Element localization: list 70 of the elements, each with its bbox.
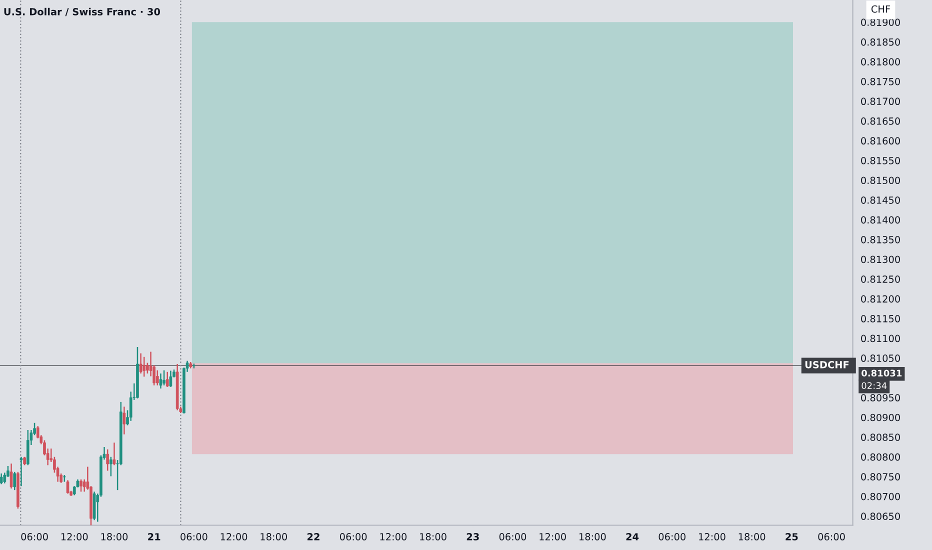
x-tick-label: 24 (626, 533, 639, 540)
y-tick-label: 0.81350 (861, 236, 900, 244)
y-tick-label: 0.81400 (861, 216, 900, 224)
x-tick-label: 06:00 (499, 533, 526, 540)
y-tick-label: 0.81100 (861, 334, 900, 342)
y-tick-label: 0.81700 (861, 98, 900, 106)
text: 0.81031 (862, 370, 902, 377)
x-tick-label: 06:00 (21, 533, 48, 540)
y-tick-label: 0.81650 (861, 117, 900, 125)
candlestick (66, 480, 70, 494)
y-tick-label: 0.81450 (861, 196, 900, 204)
x-tick-label: 18:00 (738, 533, 766, 540)
y-tick-label: 0.81750 (861, 78, 900, 86)
x-tick-label: 18:00 (101, 533, 128, 540)
y-tick-label: 0.81800 (861, 58, 900, 66)
x-tick-label: 12:00 (380, 533, 407, 540)
candlestick (82, 478, 86, 492)
candlestick (0, 472, 3, 485)
candlestick (159, 372, 162, 390)
candlestick (110, 456, 112, 477)
y-tick-label: 0.81600 (861, 137, 900, 145)
x-tick-label: 12:00 (540, 533, 566, 540)
candlestick (112, 442, 116, 466)
y-tick-label: 0.81850 (861, 38, 900, 46)
y-tick-label: 0.81150 (861, 315, 900, 322)
y-tick-label: 0.80750 (861, 473, 900, 480)
candlestick (156, 370, 159, 386)
y-tick-label: 0.80950 (861, 394, 900, 402)
y-tick-label: 0.80800 (861, 453, 900, 461)
candlestick (20, 456, 23, 487)
y-tick-label: 0.80650 (861, 512, 900, 520)
candlestick (26, 429, 30, 466)
y-tick-label: 0.81050 (861, 354, 900, 362)
x-tick-label: 06:00 (180, 533, 208, 540)
y-tick-label: 0.81900 (861, 18, 900, 26)
y-axis-title: CHF (871, 5, 890, 13)
candlestick (122, 406, 126, 435)
candlestick (80, 478, 82, 492)
x-tick-label: 12:00 (61, 533, 88, 540)
x-tick-label: 21 (148, 533, 160, 540)
text: 02:34 (862, 382, 887, 390)
y-tick-label: 0.80900 (861, 414, 900, 422)
y-tick-label: 0.81300 (861, 256, 900, 264)
x-tick-label: 12:00 (699, 533, 726, 540)
x-tick-label: 23 (466, 533, 479, 540)
ref-line-label: USDCHF (805, 361, 849, 368)
x-tick-label: 22 (307, 533, 320, 540)
candlestick (166, 371, 169, 388)
x-tick-label: 12:00 (220, 533, 248, 540)
candlestick (162, 370, 166, 386)
x-tick-label: 06:00 (340, 533, 367, 540)
x-tick-label: 25 (786, 533, 798, 540)
candlestick (13, 471, 16, 491)
x-tick-label: 06:00 (818, 533, 845, 540)
x-tick-label: 18:00 (420, 533, 446, 540)
candlestick (10, 462, 13, 490)
y-tick-label: 0.81550 (861, 156, 900, 164)
x-tick-label: 18:00 (260, 533, 287, 540)
y-tick-label: 0.81200 (861, 295, 900, 303)
y-tick-label: 0.81500 (861, 176, 900, 184)
x-tick-label: 18:00 (579, 533, 606, 540)
y-tick-label: 0.80700 (861, 492, 900, 500)
x-tick-label: 06:00 (658, 533, 686, 540)
text: U.S. Dollar / Swiss Franc · 30 (4, 8, 160, 16)
candlestick (106, 448, 109, 472)
y-tick-label: 0.80850 (861, 434, 900, 441)
candlestick (139, 352, 142, 374)
candlestick (169, 370, 172, 388)
candlestick (142, 356, 146, 378)
y-tick-label: 0.81250 (861, 276, 900, 283)
